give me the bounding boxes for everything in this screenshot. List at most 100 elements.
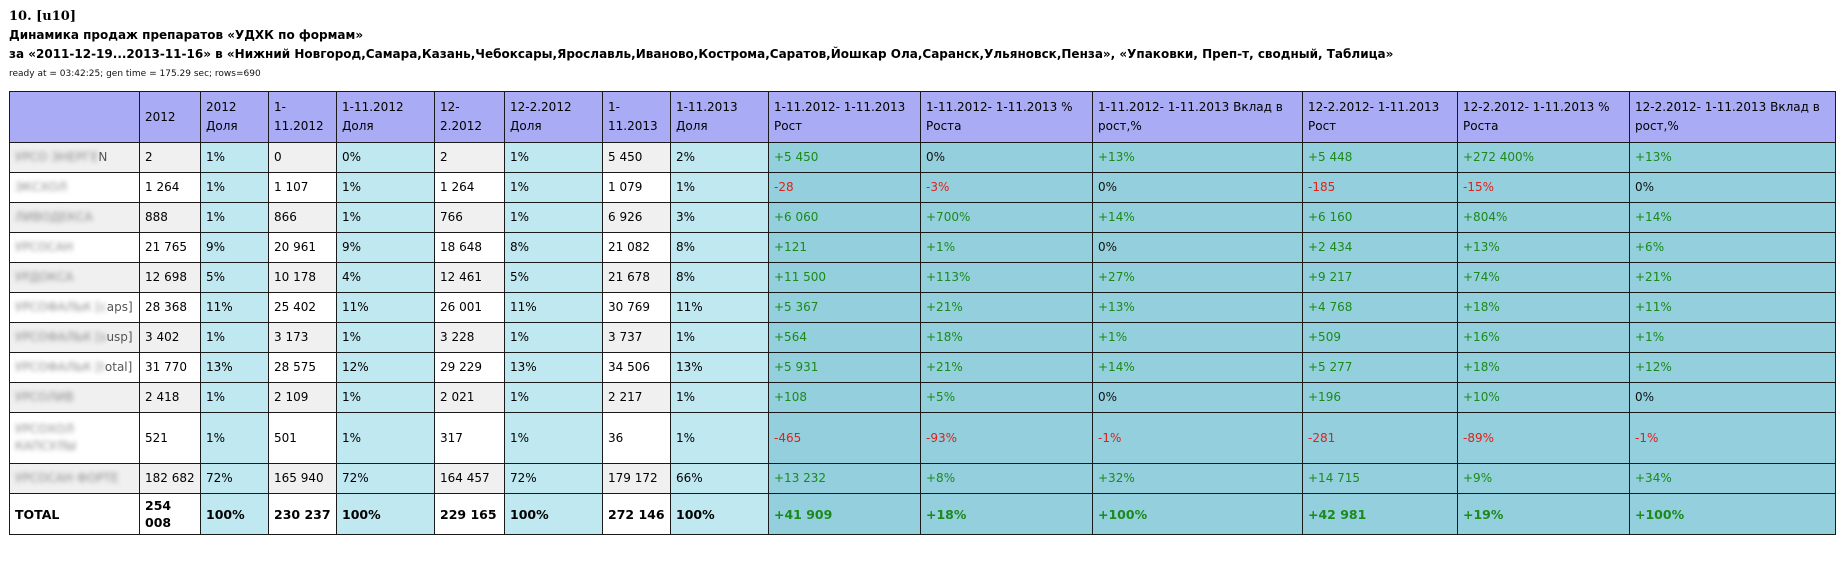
total-cell: 272 146 [602, 493, 671, 535]
change-value: 0% [1098, 180, 1118, 194]
product-name-cell: УРДОКСА [9, 262, 140, 293]
data-cell: 2 [139, 142, 201, 173]
data-cell: +27% [1092, 262, 1303, 293]
table-row: ЭКСХОЛ 1 264 1% 1 107 1% 1 264 1% 1 079 1% -28 -3%… [9, 172, 1836, 203]
column-header[interactable]: 1-11.2012- 1-11.2013 % Роста [920, 91, 1093, 143]
data-cell: 4% [336, 262, 435, 293]
change-value: +1% [1098, 330, 1128, 344]
data-cell: 20 961 [268, 232, 337, 263]
data-cell: 72% [336, 463, 435, 494]
data-cell: 5% [200, 262, 269, 293]
product-name-cell: УРСО ЭНЕРГЕN [9, 142, 140, 173]
change-value: 0% [1635, 180, 1655, 194]
column-header[interactable]: 1-11.2013 [602, 91, 671, 143]
data-cell: 11% [504, 292, 603, 323]
total-cell: 230 237 [268, 493, 337, 535]
total-cell: +18% [920, 493, 1093, 535]
redacted-product-name: ЛИВОДЕКСА [15, 210, 93, 224]
change-value: +14% [1098, 360, 1135, 374]
data-cell: 182 682 [139, 463, 201, 494]
total-change-value: +18% [926, 506, 967, 522]
data-cell: 888 [139, 202, 201, 233]
total-label: TOTAL [9, 493, 140, 535]
change-value: +196 [1308, 390, 1341, 404]
redacted-product-name: УРСОЛИВ [15, 390, 74, 404]
data-cell: 8% [504, 232, 603, 263]
product-name-suffix: otal] [104, 360, 133, 374]
total-change-value: +100% [1635, 506, 1685, 522]
change-value: +8% [926, 471, 956, 485]
column-header[interactable] [9, 91, 140, 143]
data-cell: +272 400% [1457, 142, 1630, 173]
data-cell: +5 277 [1302, 352, 1458, 383]
change-value: +564 [774, 330, 807, 344]
redacted-product-name: УРСОСАН [15, 240, 73, 254]
total-cell: 100% [670, 493, 769, 535]
data-cell: 0% [336, 142, 435, 173]
redacted-product-name: УРСОФАЛЬК [s [15, 330, 107, 344]
change-value: +700% [926, 210, 971, 224]
column-header[interactable]: 1-11.2012 [268, 91, 337, 143]
data-cell: +4 768 [1302, 292, 1458, 323]
data-cell: +5 448 [1302, 142, 1458, 173]
data-cell: 28 575 [268, 352, 337, 383]
redacted-product-name: УРСОСАН ФОРТЕ [15, 471, 119, 485]
data-cell: +13% [1457, 232, 1630, 263]
column-header[interactable]: 2012 [139, 91, 201, 143]
table-row: УРСОХОЛ КАПСУЛЫ 521 1% 501 1% 317 1% 36 1% -465 -9… [9, 412, 1836, 464]
data-cell: 13% [504, 352, 603, 383]
data-cell: 2% [670, 142, 769, 173]
data-cell: 0% [1092, 232, 1303, 263]
change-value: 0% [1098, 390, 1118, 404]
data-cell: 0% [1092, 382, 1303, 413]
data-cell: 1 264 [434, 172, 505, 203]
data-cell: +1% [1629, 322, 1836, 353]
data-cell: -15% [1457, 172, 1630, 203]
redacted-product-name: ЭКСХОЛ [15, 180, 67, 194]
column-header[interactable]: 1-11.2012- 1-11.2013 Вклад в рост,% [1092, 91, 1303, 143]
column-header[interactable]: 12-2.2012 [434, 91, 505, 143]
sales-table: 2012 2012 Доля 1-11.2012 1-11.2012 Доля 12-2.2… [9, 91, 1836, 535]
column-header[interactable]: 12-2.2012 Доля [504, 91, 603, 143]
data-cell: +13% [1629, 142, 1836, 173]
column-header[interactable]: 12-2.2012- 1-11.2013 % Роста [1457, 91, 1630, 143]
product-name-cell: УРСОСАН ФОРТЕ [9, 463, 140, 494]
table-row: УРСОСАН ФОРТЕ 182 682 72% 165 940 72% 164 457… [9, 463, 1836, 494]
change-value: +5 367 [774, 300, 819, 314]
change-value: +14% [1098, 210, 1135, 224]
change-value: +1% [1635, 330, 1665, 344]
column-header-line2: Роста [1463, 119, 1499, 133]
column-header[interactable]: 1-11.2012- 1-11.2013 Рост [768, 91, 921, 143]
column-header[interactable]: 1-11.2012 Доля [336, 91, 435, 143]
data-cell: -93% [920, 412, 1093, 464]
data-cell: 866 [268, 202, 337, 233]
data-cell: +5 450 [768, 142, 921, 173]
data-cell: 766 [434, 202, 505, 233]
data-cell: +121 [768, 232, 921, 263]
data-cell: 21 678 [602, 262, 671, 293]
change-value: +6 160 [1308, 210, 1353, 224]
column-header[interactable]: 1-11.2013 Доля [670, 91, 769, 143]
product-name-cell: УРСОФАЛЬК [susp] [9, 322, 140, 353]
column-header-line2: рост,% [1635, 119, 1679, 133]
change-value: 0% [1098, 240, 1118, 254]
change-value: +2 434 [1308, 240, 1353, 254]
data-cell: 1% [670, 172, 769, 203]
data-cell: 5 450 [602, 142, 671, 173]
total-change-value: +100% [1098, 506, 1148, 522]
data-cell: +21% [920, 292, 1093, 323]
change-value: +18% [1463, 360, 1500, 374]
column-header[interactable]: 2012 Доля [200, 91, 269, 143]
column-header[interactable]: 12-2.2012- 1-11.2013 Рост [1302, 91, 1458, 143]
change-value: +509 [1308, 330, 1341, 344]
data-cell: +6% [1629, 232, 1836, 263]
data-cell: 30 769 [602, 292, 671, 323]
data-cell: +14 715 [1302, 463, 1458, 494]
product-name-cell: ЭКСХОЛ [9, 172, 140, 203]
change-value: 0% [926, 150, 946, 164]
change-value: +4 768 [1308, 300, 1353, 314]
column-header[interactable]: 12-2.2012- 1-11.2013 Вклад в рост,% [1629, 91, 1836, 143]
data-cell: +74% [1457, 262, 1630, 293]
table-body: УРСО ЭНЕРГЕN 2 1% 0 0% 2 1% 5 450 2% +5 450 0% +13%… [9, 142, 1836, 535]
data-cell: -465 [768, 412, 921, 464]
